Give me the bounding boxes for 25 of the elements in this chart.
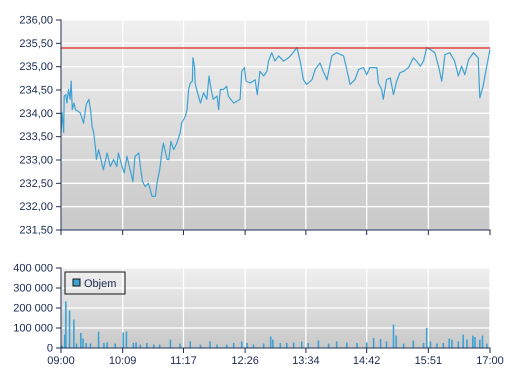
x-tick-label: 13:34	[292, 354, 320, 367]
y-tick-label: 231,50	[19, 224, 53, 237]
x-tick-label: 10:09	[108, 354, 136, 367]
y-tick-label: 236,00	[19, 14, 53, 27]
y-tick-label: 235,00	[19, 61, 53, 74]
line-series	[60, 46, 491, 197]
y-tick-label: 233,50	[19, 131, 53, 144]
x-tick-label: 09:00	[47, 354, 75, 367]
y-tick-label: 233,00	[19, 154, 53, 167]
x-tick-label: 11:17	[170, 354, 197, 367]
y-tick-label: 400 000	[13, 262, 53, 275]
y-tick-label: 235,50	[19, 38, 53, 50]
y-tick-label: 234,50	[19, 84, 53, 97]
x-tick-label: 17:00	[476, 354, 504, 367]
y-tick-label: 100 000	[13, 322, 53, 335]
y-tick-label: 0	[46, 342, 53, 355]
x-tick-label: 14:42	[352, 354, 380, 367]
y-tick-label: 300 000	[13, 282, 53, 295]
legend-label: Objem	[84, 278, 116, 290]
x-tick-label: 15:51	[414, 354, 442, 367]
y-tick-label: 200 000	[13, 302, 53, 315]
x-tick-label: 12:26	[231, 354, 259, 367]
y-tick-label: 232,50	[19, 178, 53, 190]
y-tick-label: 232,00	[19, 201, 53, 214]
y-tick-label: 234,00	[19, 108, 53, 120]
